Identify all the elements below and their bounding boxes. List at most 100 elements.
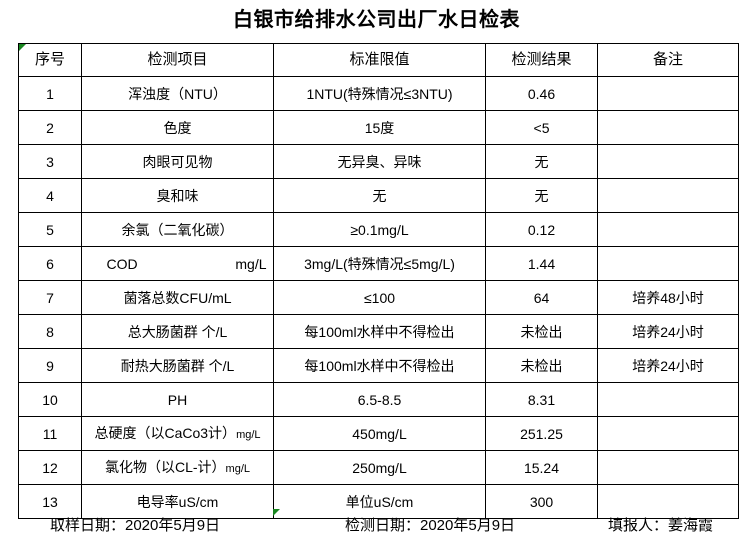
cell-item: 余氯（二氧化碳）	[81, 212, 274, 247]
cell-remark	[597, 178, 739, 213]
cell-remark	[597, 110, 739, 145]
table-row: 12 氯化物（以CL-计）mg/L 250mg/L 15.24	[18, 450, 739, 485]
column-header-result: 检测结果	[485, 43, 598, 77]
cell-no: 9	[18, 348, 82, 383]
cod-unit: mg/L	[235, 255, 267, 272]
cell-item-cod: COD mg/L	[89, 256, 267, 272]
cell-result: 251.25	[485, 416, 598, 451]
cell-item: 耐热大肠菌群 个/L	[81, 348, 274, 383]
cell-result: 15.24	[485, 450, 598, 485]
comment-marker-icon-top-left	[19, 44, 26, 51]
cell-item: 肉眼可见物	[81, 144, 274, 179]
table-header-row: 序号 检测项目 标准限值 检测结果 备注	[18, 43, 739, 77]
cell-limit: 每100ml水样中不得检出	[273, 348, 486, 383]
reporter-label: 填报人：姜海霞	[608, 517, 714, 534]
cell-limit: 6.5-8.5	[273, 382, 486, 417]
column-header-limit: 标准限值	[273, 43, 486, 77]
table-row: 7 菌落总数CFU/mL ≤100 64 培养48小时	[18, 280, 739, 315]
water-quality-table-wrapper: 序号 检测项目 标准限值 检测结果 备注 1 浑浊度（NTU） 1NTU(特殊情…	[18, 43, 739, 519]
hardness-label: 总硬度（以CaCo3计）	[94, 424, 237, 441]
report-footer: 取样日期：2020年5月9日 检测日期：2020年5月9日 填报人：姜海霞	[18, 512, 738, 542]
water-quality-table: 序号 检测项目 标准限值 检测结果 备注 1 浑浊度（NTU） 1NTU(特殊情…	[18, 43, 739, 519]
cell-remark	[597, 450, 739, 485]
cell-item: 浑浊度（NTU）	[81, 76, 274, 111]
table-row: 10 PH 6.5-8.5 8.31	[18, 382, 739, 417]
cell-limit: 无异臭、异味	[273, 144, 486, 179]
cell-remark	[597, 144, 739, 179]
cell-limit: 每100ml水样中不得检出	[273, 314, 486, 349]
cell-item: COD mg/L	[81, 246, 274, 281]
table-row: 1 浑浊度（NTU） 1NTU(特殊情况≤3NTU) 0.46	[18, 76, 739, 111]
cell-result: 0.46	[485, 76, 598, 111]
table-row: 11 总硬度（以CaCo3计）mg/L 450mg/L 251.25	[18, 416, 739, 451]
sampling-date-label: 取样日期：2020年5月9日	[50, 517, 221, 534]
cod-label: COD	[106, 255, 138, 272]
cell-item: 色度	[81, 110, 274, 145]
cell-remark	[597, 382, 739, 417]
cell-no: 5	[18, 212, 82, 247]
cell-item-chloride: 氯化物（以CL-计）mg/L	[83, 458, 273, 477]
table-row: 5 余氯（二氧化碳） ≥0.1mg/L 0.12	[18, 212, 739, 247]
cell-item: PH	[81, 382, 274, 417]
column-header-remark: 备注	[597, 43, 739, 77]
cell-limit: ≤100	[273, 280, 486, 315]
page-title: 白银市给排水公司出厂水日检表	[233, 9, 520, 31]
column-header-no: 序号	[18, 43, 82, 77]
cell-item: 总硬度（以CaCo3计）mg/L	[81, 416, 274, 451]
cell-result: 300	[485, 484, 598, 519]
testing-date-label: 检测日期：2020年5月9日	[345, 517, 516, 534]
cell-item: 菌落总数CFU/mL	[81, 280, 274, 315]
cell-no: 4	[18, 178, 82, 213]
cell-item: 总大肠菌群 个/L	[81, 314, 274, 349]
cell-limit: 1NTU(特殊情况≤3NTU)	[273, 76, 486, 111]
cell-no: 3	[18, 144, 82, 179]
cell-remark	[597, 416, 739, 451]
cell-result: <5	[485, 110, 598, 145]
table-row: 3 肉眼可见物 无异臭、异味 无	[18, 144, 739, 179]
cell-result: 0.12	[485, 212, 598, 247]
cell-no: 12	[18, 450, 82, 485]
table-row: 2 色度 15度 <5	[18, 110, 739, 145]
cell-no: 2	[18, 110, 82, 145]
cell-remark: 培养24小时	[597, 348, 739, 383]
comment-marker-icon-bottom	[273, 509, 280, 516]
cell-item: 臭和味	[81, 178, 274, 213]
cell-no: 6	[18, 246, 82, 281]
table-row: 8 总大肠菌群 个/L 每100ml水样中不得检出 未检出 培养24小时	[18, 314, 739, 349]
cell-limit: 250mg/L	[273, 450, 486, 485]
cell-remark: 培养48小时	[597, 280, 739, 315]
cell-remark	[597, 484, 739, 519]
cell-limit: 无	[273, 178, 486, 213]
cell-no: 10	[18, 382, 82, 417]
cell-remark: 培养24小时	[597, 314, 739, 349]
table-row: 9 耐热大肠菌群 个/L 每100ml水样中不得检出 未检出 培养24小时	[18, 348, 739, 383]
cell-item: 电导率uS/cm	[81, 484, 274, 519]
table-row: 4 臭和味 无 无	[18, 178, 739, 213]
table-row: 13 电导率uS/cm 单位uS/cm 300	[18, 484, 739, 519]
cell-limit: ≥0.1mg/L	[273, 212, 486, 247]
cell-no: 13	[18, 484, 82, 519]
cell-result: 1.44	[485, 246, 598, 281]
cell-result: 8.31	[485, 382, 598, 417]
cell-no: 11	[18, 416, 82, 451]
column-header-item: 检测项目	[81, 43, 274, 77]
cell-result: 未检出	[485, 348, 598, 383]
cell-no: 8	[18, 314, 82, 349]
cell-remark	[597, 212, 739, 247]
hardness-unit: mg/L	[236, 428, 261, 441]
cell-no: 7	[18, 280, 82, 315]
cell-remark	[597, 246, 739, 281]
cell-result: 无	[485, 178, 598, 213]
chloride-label: 氯化物（以CL-计）	[104, 458, 226, 475]
cell-limit: 15度	[273, 110, 486, 145]
chloride-unit: mg/L	[225, 462, 251, 475]
cell-no: 1	[18, 76, 82, 111]
cell-remark	[597, 76, 739, 111]
cell-item-hardness: 总硬度（以CaCo3计）mg/L	[83, 424, 273, 443]
cell-result: 无	[485, 144, 598, 179]
cell-limit: 450mg/L	[273, 416, 486, 451]
cell-item: 氯化物（以CL-计）mg/L	[81, 450, 274, 485]
cell-result: 未检出	[485, 314, 598, 349]
table-row: 6 COD mg/L 3mg/L(特殊情况≤5mg/L) 1.44	[18, 246, 739, 281]
